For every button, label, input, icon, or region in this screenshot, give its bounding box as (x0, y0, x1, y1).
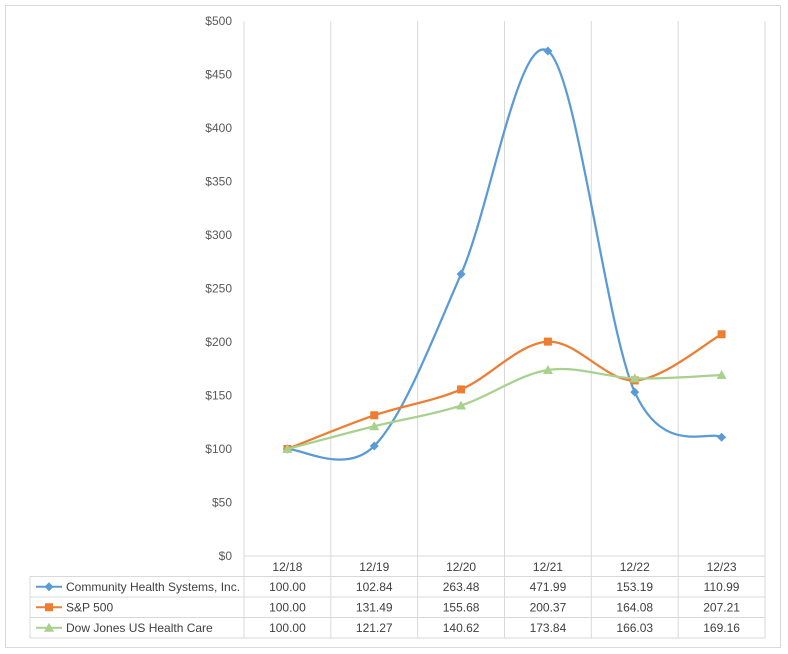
data-label: 121.27 (356, 621, 393, 635)
y-tick-label: $250 (205, 282, 232, 296)
legend-key-marker (45, 603, 53, 612)
data-label: 140.62 (443, 621, 480, 635)
data-label: 100.00 (269, 580, 306, 594)
y-axis-labels: $0 $50 $100 $150 $200 $250 $300 $350 $400 $450 $50… (205, 14, 232, 563)
data-point (542, 364, 553, 374)
data-label: 263.48 (443, 580, 480, 594)
grid-layer (243, 21, 766, 638)
x-tick-label: 12/21 (533, 560, 563, 574)
data-point (543, 337, 552, 346)
data-label: 110.99 (704, 580, 740, 594)
data-point (456, 400, 467, 410)
x-tick-label: 12/20 (446, 560, 476, 574)
data-point (282, 444, 293, 453)
data-point (717, 432, 727, 442)
y-tick-label: $450 (205, 68, 232, 82)
y-tick-label: $350 (205, 175, 232, 189)
data-point (629, 373, 640, 383)
y-tick-label: $50 (212, 496, 232, 510)
series-name: Dow Jones US Health Care (66, 621, 213, 635)
data-label: 100.00 (269, 600, 306, 614)
data-label: 173.84 (530, 621, 567, 635)
x-tick-label: 12/19 (359, 560, 389, 574)
data-label: 200.37 (530, 600, 567, 614)
data-point (717, 330, 726, 339)
y-tick-label: $200 (205, 335, 232, 349)
data-table: 12/18 12/19 12/20 12/21 12/22 12/23 Community … (29, 555, 765, 639)
y-tick-label: $100 (205, 442, 232, 456)
data-label: 100.00 (269, 621, 306, 635)
data-point (457, 385, 466, 394)
x-tick-label: 12/23 (707, 560, 737, 574)
legend-key-marker (44, 622, 54, 632)
x-tick-label: 12/22 (620, 560, 650, 574)
x-tick-label: 12/18 (272, 560, 302, 574)
data-label: 153.19 (616, 580, 653, 594)
data-point (369, 441, 379, 451)
y-tick-label: $0 (219, 549, 233, 563)
y-tick-label: $150 (205, 389, 232, 403)
data-point (370, 411, 379, 420)
data-label: 164.08 (616, 600, 653, 614)
data-label: 207.21 (703, 600, 740, 614)
y-tick-label: $400 (205, 121, 232, 135)
y-tick-label: $300 (205, 228, 232, 242)
data-label: 166.03 (616, 621, 653, 635)
data-label: 131.49 (356, 600, 393, 614)
series-name: S&P 500 (66, 600, 113, 614)
line-chart: $0 $50 $100 $150 $200 $250 $300 $350 $400 $450 $50… (29, 14, 766, 639)
series-layer (282, 46, 727, 461)
legend-key-marker (44, 582, 54, 592)
series-name: Community Health Systems, Inc. (66, 580, 240, 594)
data-label: 471.99 (530, 580, 567, 594)
data-label: 169.16 (703, 621, 740, 635)
data-point (543, 46, 553, 56)
series-line-3 (286, 367, 723, 451)
data-label: 155.68 (443, 600, 480, 614)
y-tick-label: $500 (205, 14, 232, 28)
chart-frame: $0 $50 $100 $150 $200 $250 $300 $350 $400 $450 $50… (5, 5, 781, 648)
data-point (630, 387, 640, 397)
data-point (456, 269, 466, 279)
data-point (369, 421, 380, 431)
data-label: 102.84 (356, 580, 393, 594)
data-point (716, 369, 727, 379)
